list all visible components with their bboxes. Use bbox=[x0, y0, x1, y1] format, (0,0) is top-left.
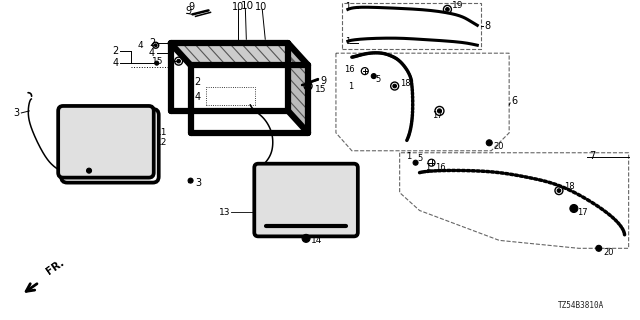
Circle shape bbox=[155, 61, 159, 65]
Polygon shape bbox=[171, 43, 308, 65]
Text: 14: 14 bbox=[311, 236, 323, 245]
Polygon shape bbox=[288, 43, 308, 133]
Text: 20: 20 bbox=[604, 248, 614, 257]
Text: 5: 5 bbox=[417, 154, 423, 163]
Text: 2: 2 bbox=[148, 38, 155, 48]
Circle shape bbox=[413, 160, 418, 165]
Text: 2: 2 bbox=[113, 46, 119, 56]
Text: 7: 7 bbox=[589, 151, 595, 161]
Text: 4: 4 bbox=[148, 48, 155, 58]
Text: 13: 13 bbox=[219, 208, 230, 217]
Text: 11: 11 bbox=[156, 128, 167, 137]
Circle shape bbox=[557, 189, 561, 192]
Circle shape bbox=[177, 60, 180, 63]
Circle shape bbox=[570, 204, 578, 212]
Text: TZ54B3810A: TZ54B3810A bbox=[557, 301, 604, 310]
Text: 3: 3 bbox=[13, 108, 19, 118]
Text: 10: 10 bbox=[232, 2, 244, 12]
Text: 16: 16 bbox=[435, 163, 446, 172]
Text: 19: 19 bbox=[452, 1, 464, 10]
Text: 20: 20 bbox=[493, 142, 504, 151]
Text: 8: 8 bbox=[484, 21, 490, 31]
FancyBboxPatch shape bbox=[58, 106, 154, 178]
Text: 1: 1 bbox=[345, 2, 350, 11]
Polygon shape bbox=[399, 153, 628, 248]
Circle shape bbox=[302, 234, 310, 242]
Text: 5: 5 bbox=[376, 75, 381, 84]
Text: 9: 9 bbox=[320, 76, 326, 86]
Text: 18: 18 bbox=[399, 78, 410, 88]
Circle shape bbox=[486, 140, 492, 146]
Text: 3: 3 bbox=[196, 178, 202, 188]
Text: 12: 12 bbox=[156, 138, 167, 147]
Bar bbox=[342, 4, 481, 49]
Text: 16: 16 bbox=[344, 65, 355, 74]
Circle shape bbox=[371, 74, 376, 79]
Text: 17: 17 bbox=[577, 208, 588, 217]
Circle shape bbox=[307, 84, 310, 88]
Text: 2: 2 bbox=[195, 77, 200, 87]
FancyBboxPatch shape bbox=[254, 164, 358, 236]
Circle shape bbox=[438, 109, 442, 113]
Text: FR.: FR. bbox=[44, 257, 66, 276]
Polygon shape bbox=[336, 53, 509, 151]
Circle shape bbox=[86, 168, 92, 173]
Circle shape bbox=[445, 8, 449, 11]
Text: 4: 4 bbox=[113, 58, 119, 68]
Circle shape bbox=[154, 44, 157, 47]
Text: 1: 1 bbox=[348, 82, 353, 91]
Text: 15: 15 bbox=[315, 84, 326, 93]
Text: 18: 18 bbox=[564, 182, 575, 191]
Text: 6: 6 bbox=[511, 96, 517, 106]
Circle shape bbox=[393, 84, 396, 88]
FancyBboxPatch shape bbox=[61, 109, 159, 183]
Text: 1: 1 bbox=[426, 163, 431, 172]
Text: 15: 15 bbox=[152, 57, 164, 66]
Circle shape bbox=[188, 178, 193, 183]
Polygon shape bbox=[171, 43, 288, 111]
Text: 1: 1 bbox=[406, 152, 411, 161]
Text: 10: 10 bbox=[241, 1, 253, 12]
Text: 4: 4 bbox=[195, 92, 200, 102]
Text: 1: 1 bbox=[345, 37, 350, 46]
Text: 9: 9 bbox=[189, 2, 195, 12]
Text: 9: 9 bbox=[186, 6, 192, 16]
Circle shape bbox=[596, 245, 602, 251]
Text: 4: 4 bbox=[137, 41, 143, 50]
Text: 17: 17 bbox=[432, 111, 443, 120]
Text: 10: 10 bbox=[255, 2, 268, 12]
